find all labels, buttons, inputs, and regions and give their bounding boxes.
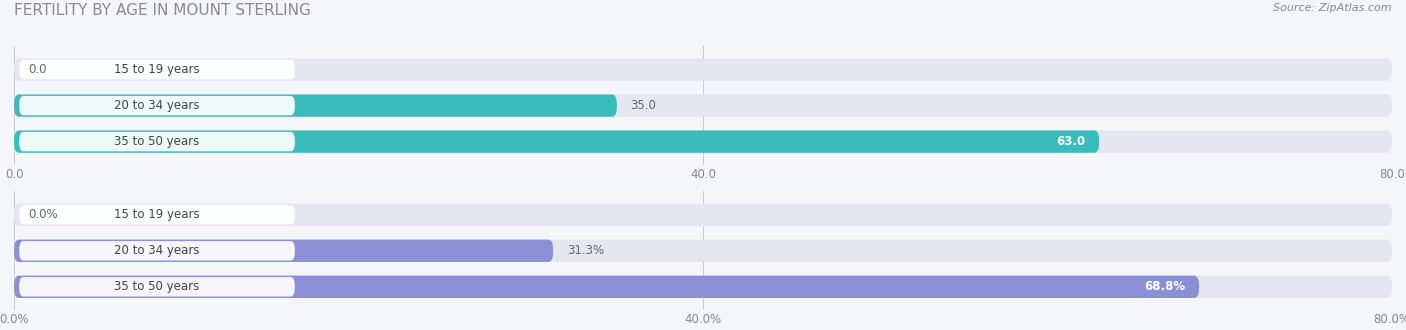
Text: 63.0: 63.0 bbox=[1056, 135, 1085, 148]
FancyBboxPatch shape bbox=[14, 130, 1099, 153]
Text: 0.0: 0.0 bbox=[28, 63, 46, 76]
FancyBboxPatch shape bbox=[14, 276, 1199, 298]
FancyBboxPatch shape bbox=[14, 130, 1392, 153]
FancyBboxPatch shape bbox=[14, 240, 1392, 262]
FancyBboxPatch shape bbox=[20, 96, 295, 115]
Text: 15 to 19 years: 15 to 19 years bbox=[114, 208, 200, 221]
FancyBboxPatch shape bbox=[14, 240, 553, 262]
FancyBboxPatch shape bbox=[14, 94, 1392, 117]
FancyBboxPatch shape bbox=[14, 58, 1392, 81]
FancyBboxPatch shape bbox=[20, 277, 295, 297]
Text: FERTILITY BY AGE IN MOUNT STERLING: FERTILITY BY AGE IN MOUNT STERLING bbox=[14, 3, 311, 18]
FancyBboxPatch shape bbox=[20, 60, 295, 79]
Text: Source: ZipAtlas.com: Source: ZipAtlas.com bbox=[1274, 3, 1392, 13]
Text: 20 to 34 years: 20 to 34 years bbox=[114, 244, 200, 257]
Text: 35 to 50 years: 35 to 50 years bbox=[114, 280, 200, 293]
Text: 35 to 50 years: 35 to 50 years bbox=[114, 135, 200, 148]
Text: 20 to 34 years: 20 to 34 years bbox=[114, 99, 200, 112]
Text: 31.3%: 31.3% bbox=[567, 244, 605, 257]
Text: 35.0: 35.0 bbox=[631, 99, 657, 112]
Text: 15 to 19 years: 15 to 19 years bbox=[114, 63, 200, 76]
FancyBboxPatch shape bbox=[20, 205, 295, 224]
Text: 68.8%: 68.8% bbox=[1144, 280, 1185, 293]
FancyBboxPatch shape bbox=[20, 132, 295, 151]
Text: 0.0%: 0.0% bbox=[28, 208, 58, 221]
FancyBboxPatch shape bbox=[14, 276, 1392, 298]
FancyBboxPatch shape bbox=[20, 241, 295, 260]
FancyBboxPatch shape bbox=[14, 94, 617, 117]
FancyBboxPatch shape bbox=[14, 204, 1392, 226]
